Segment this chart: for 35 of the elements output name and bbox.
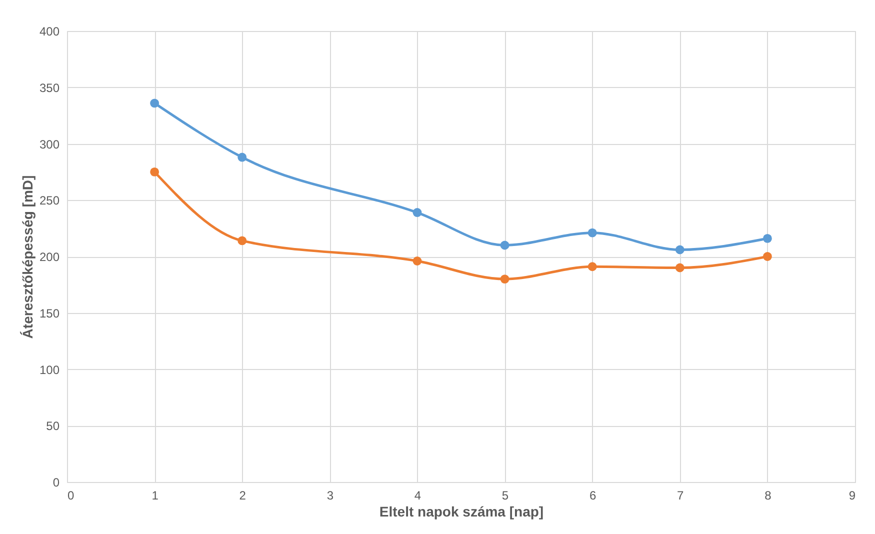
point	[150, 98, 160, 108]
y-tick-label: 250	[39, 194, 60, 208]
point	[500, 274, 510, 284]
y-tick-label: 0	[52, 476, 60, 490]
point	[150, 167, 160, 176]
point	[675, 263, 684, 272]
x-tick-label: 4	[414, 488, 422, 502]
x-tick-label: 7	[677, 488, 684, 502]
point	[500, 240, 510, 250]
x-tick-label: 0	[68, 488, 74, 502]
point	[675, 245, 684, 254]
point	[412, 208, 422, 217]
point	[588, 228, 597, 238]
y-tick-label: 50	[46, 419, 60, 434]
point	[238, 152, 247, 162]
point	[588, 262, 597, 272]
y-tick-label: 200	[39, 250, 60, 264]
point	[762, 252, 772, 261]
x-tick-label: 3	[326, 488, 334, 502]
x-tick-label: 2	[239, 488, 246, 502]
y-tick-label: 300	[39, 137, 60, 152]
x-tick-label: 5	[502, 488, 509, 502]
point	[238, 236, 247, 246]
y-tick-label: 150	[39, 306, 60, 320]
point	[762, 234, 772, 243]
y-axis-title: Áteresztőképesség [mD]	[19, 175, 36, 339]
x-tick-label: 8	[764, 488, 772, 502]
y-tick-label: 350	[39, 80, 60, 95]
y-tick-label: 400	[39, 24, 60, 38]
x-tick-label: 6	[589, 488, 596, 502]
x-tick-label: 9	[848, 488, 856, 502]
x-axis-title: Eltelt napok száma [nap]	[379, 504, 544, 520]
y-tick-label: 100	[39, 362, 60, 377]
x-tick-label: 1	[152, 488, 159, 502]
point	[412, 256, 422, 266]
